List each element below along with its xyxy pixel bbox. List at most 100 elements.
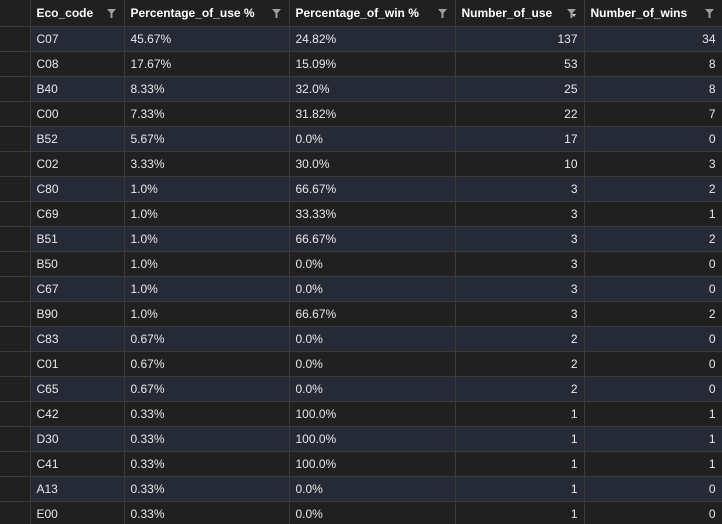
cell-percentage-of-win[interactable]: 66.67% <box>289 301 456 327</box>
cell-percentage-of-use[interactable]: 17.67% <box>124 51 290 77</box>
filter-icon[interactable] <box>106 9 116 18</box>
table-row[interactable]: C65 0.67% 0.0% 2 0 <box>0 376 722 402</box>
cell-percentage-of-use[interactable]: 1.0% <box>124 276 290 302</box>
table-row[interactable]: C01 0.67% 0.0% 2 0 <box>0 351 722 377</box>
cell-percentage-of-win[interactable]: 24.82% <box>289 26 456 52</box>
cell-percentage-of-win[interactable]: 66.67% <box>289 226 456 252</box>
table-row[interactable]: C02 3.33% 30.0% 10 3 <box>0 151 722 177</box>
cell-percentage-of-win[interactable]: 15.09% <box>289 51 456 77</box>
table-row[interactable]: C07 45.67% 24.82% 137 34 <box>0 26 722 52</box>
cell-eco-code[interactable]: C83 <box>30 326 125 352</box>
cell-percentage-of-win[interactable]: 0.0% <box>289 476 456 502</box>
cell-number-of-use[interactable]: 3 <box>455 276 585 302</box>
cell-number-of-wins[interactable]: 34 <box>584 26 722 52</box>
cell-number-of-wins[interactable]: 3 <box>584 151 722 177</box>
cell-number-of-use[interactable]: 3 <box>455 226 585 252</box>
column-header-number-of-use[interactable]: Number_of_use <box>455 0 585 27</box>
table-row[interactable]: D30 0.33% 100.0% 1 1 <box>0 426 722 452</box>
cell-number-of-wins[interactable]: 2 <box>584 301 722 327</box>
cell-percentage-of-use[interactable]: 1.0% <box>124 226 290 252</box>
column-header-percentage-of-use[interactable]: Percentage_of_use % <box>124 0 290 27</box>
cell-percentage-of-use[interactable]: 1.0% <box>124 176 290 202</box>
cell-eco-code[interactable]: D30 <box>30 426 125 452</box>
cell-number-of-use[interactable]: 3 <box>455 301 585 327</box>
cell-eco-code[interactable]: C41 <box>30 451 125 477</box>
cell-percentage-of-win[interactable]: 0.0% <box>289 501 456 524</box>
cell-eco-code[interactable]: C08 <box>30 51 125 77</box>
cell-eco-code[interactable]: C01 <box>30 351 125 377</box>
cell-percentage-of-win[interactable]: 0.0% <box>289 376 456 402</box>
cell-number-of-wins[interactable]: 0 <box>584 351 722 377</box>
cell-percentage-of-use[interactable]: 8.33% <box>124 76 290 102</box>
cell-number-of-use[interactable]: 1 <box>455 501 585 524</box>
table-row[interactable]: B90 1.0% 66.67% 3 2 <box>0 301 722 327</box>
table-row[interactable]: C67 1.0% 0.0% 3 0 <box>0 276 722 302</box>
cell-percentage-of-use[interactable]: 0.67% <box>124 351 290 377</box>
cell-eco-code[interactable]: C02 <box>30 151 125 177</box>
cell-percentage-of-use[interactable]: 0.67% <box>124 376 290 402</box>
cell-number-of-use[interactable]: 53 <box>455 51 585 77</box>
table-row[interactable]: C41 0.33% 100.0% 1 1 <box>0 451 722 477</box>
sort-descending-filter-icon[interactable] <box>566 9 576 18</box>
cell-eco-code[interactable]: C42 <box>30 401 125 427</box>
cell-number-of-use[interactable]: 1 <box>455 476 585 502</box>
table-row[interactable]: C69 1.0% 33.33% 3 1 <box>0 201 722 227</box>
column-header-percentage-of-win[interactable]: Percentage_of_win % <box>289 0 456 27</box>
column-header-eco-code[interactable]: Eco_code <box>30 0 125 27</box>
cell-number-of-wins[interactable]: 1 <box>584 426 722 452</box>
cell-number-of-use[interactable]: 2 <box>455 326 585 352</box>
cell-percentage-of-use[interactable]: 1.0% <box>124 201 290 227</box>
cell-percentage-of-use[interactable]: 0.33% <box>124 401 290 427</box>
cell-percentage-of-win[interactable]: 0.0% <box>289 126 456 152</box>
cell-number-of-wins[interactable]: 8 <box>584 51 722 77</box>
cell-percentage-of-use[interactable]: 0.33% <box>124 501 290 524</box>
cell-eco-code[interactable]: C07 <box>30 26 125 52</box>
cell-number-of-use[interactable]: 3 <box>455 251 585 277</box>
cell-percentage-of-win[interactable]: 0.0% <box>289 276 456 302</box>
cell-number-of-wins[interactable]: 1 <box>584 451 722 477</box>
cell-number-of-use[interactable]: 137 <box>455 26 585 52</box>
cell-number-of-use[interactable]: 25 <box>455 76 585 102</box>
column-header-number-of-wins[interactable]: Number_of_wins <box>584 0 722 27</box>
cell-percentage-of-use[interactable]: 3.33% <box>124 151 290 177</box>
table-row[interactable]: C80 1.0% 66.67% 3 2 <box>0 176 722 202</box>
cell-percentage-of-use[interactable]: 0.33% <box>124 451 290 477</box>
cell-number-of-use[interactable]: 1 <box>455 426 585 452</box>
cell-eco-code[interactable]: B52 <box>30 126 125 152</box>
cell-number-of-use[interactable]: 22 <box>455 101 585 127</box>
cell-percentage-of-win[interactable]: 0.0% <box>289 251 456 277</box>
table-row[interactable]: C83 0.67% 0.0% 2 0 <box>0 326 722 352</box>
cell-percentage-of-win[interactable]: 0.0% <box>289 326 456 352</box>
table-row[interactable]: C42 0.33% 100.0% 1 1 <box>0 401 722 427</box>
table-row[interactable]: B51 1.0% 66.67% 3 2 <box>0 226 722 252</box>
cell-percentage-of-win[interactable]: 100.0% <box>289 426 456 452</box>
cell-eco-code[interactable]: C69 <box>30 201 125 227</box>
table-row[interactable]: B50 1.0% 0.0% 3 0 <box>0 251 722 277</box>
cell-number-of-wins[interactable]: 0 <box>584 501 722 524</box>
cell-number-of-wins[interactable]: 0 <box>584 126 722 152</box>
cell-number-of-wins[interactable]: 2 <box>584 226 722 252</box>
cell-number-of-use[interactable]: 3 <box>455 176 585 202</box>
cell-percentage-of-win[interactable]: 100.0% <box>289 451 456 477</box>
cell-number-of-use[interactable]: 2 <box>455 376 585 402</box>
filter-icon[interactable] <box>271 9 281 18</box>
cell-eco-code[interactable]: C00 <box>30 101 125 127</box>
cell-percentage-of-win[interactable]: 31.82% <box>289 101 456 127</box>
cell-eco-code[interactable]: E00 <box>30 501 125 524</box>
cell-percentage-of-use[interactable]: 0.33% <box>124 426 290 452</box>
cell-percentage-of-use[interactable]: 1.0% <box>124 301 290 327</box>
cell-number-of-wins[interactable]: 0 <box>584 276 722 302</box>
table-row[interactable]: C00 7.33% 31.82% 22 7 <box>0 101 722 127</box>
cell-number-of-use[interactable]: 3 <box>455 201 585 227</box>
table-row[interactable]: A13 0.33% 0.0% 1 0 <box>0 476 722 502</box>
cell-number-of-use[interactable]: 2 <box>455 351 585 377</box>
cell-percentage-of-win[interactable]: 66.67% <box>289 176 456 202</box>
cell-number-of-use[interactable]: 17 <box>455 126 585 152</box>
table-row[interactable]: E00 0.33% 0.0% 1 0 <box>0 501 722 524</box>
cell-number-of-wins[interactable]: 0 <box>584 251 722 277</box>
table-row[interactable]: B52 5.67% 0.0% 17 0 <box>0 126 722 152</box>
cell-number-of-use[interactable]: 10 <box>455 151 585 177</box>
cell-percentage-of-use[interactable]: 1.0% <box>124 251 290 277</box>
cell-eco-code[interactable]: B51 <box>30 226 125 252</box>
cell-percentage-of-win[interactable]: 100.0% <box>289 401 456 427</box>
